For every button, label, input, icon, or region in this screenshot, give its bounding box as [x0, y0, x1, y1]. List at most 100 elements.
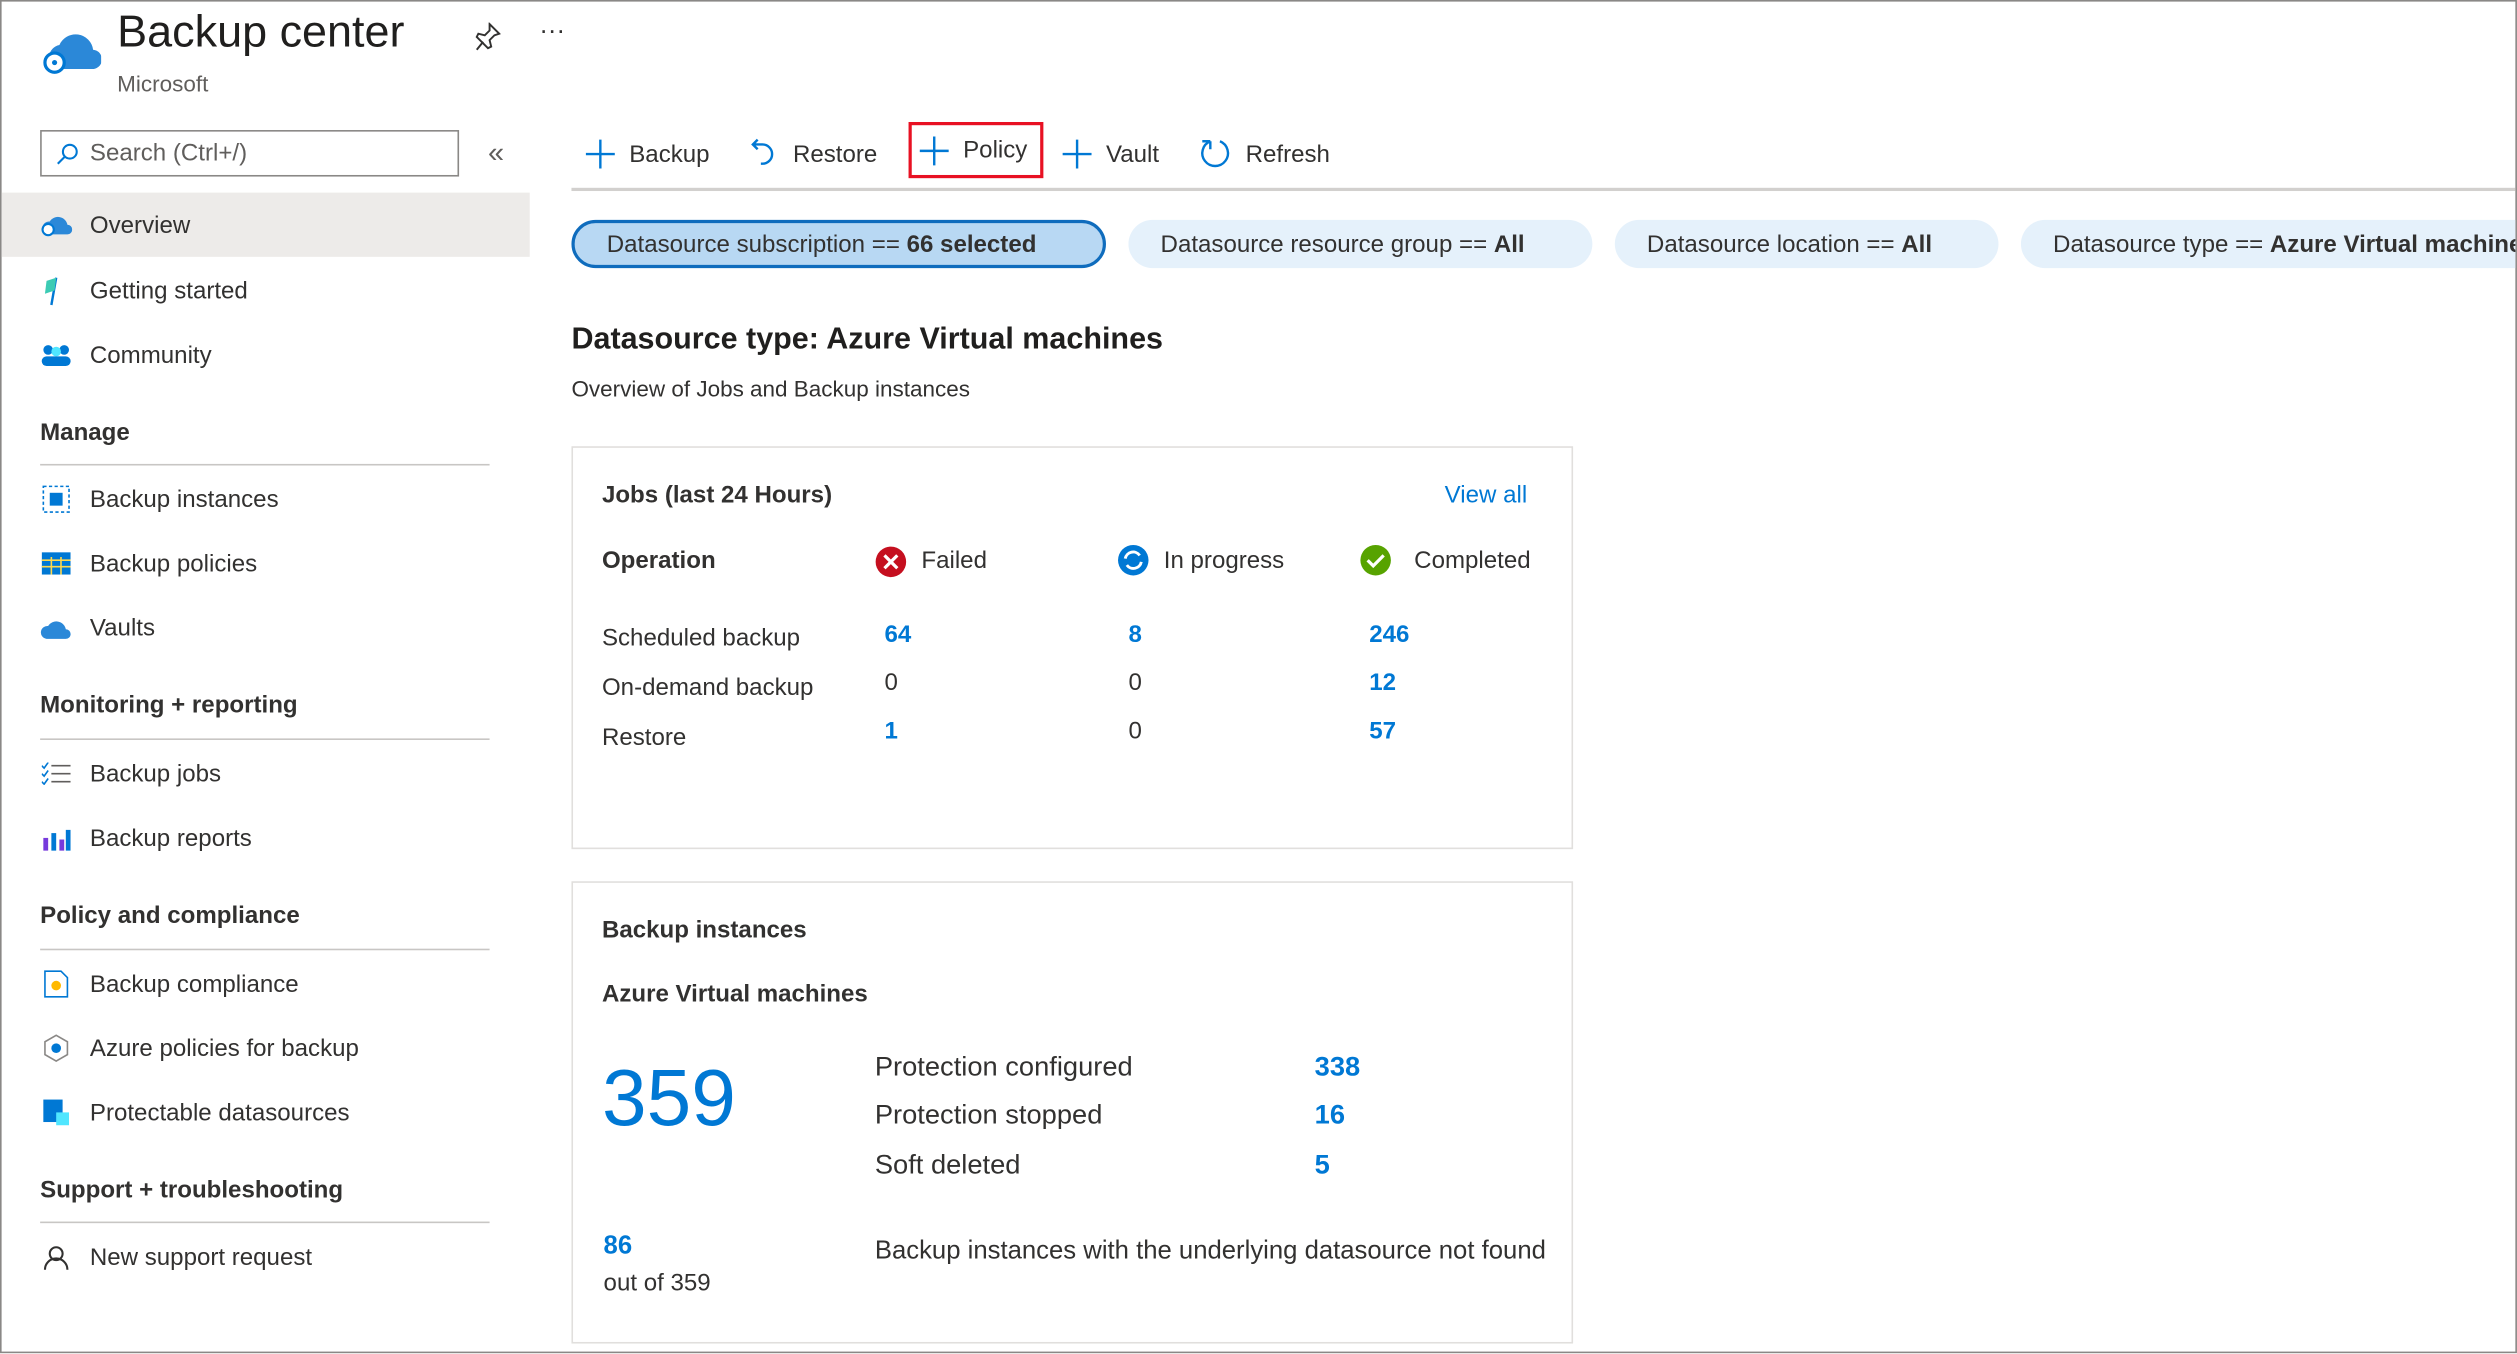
- divider: [40, 1221, 490, 1224]
- sidebar-item-getting-started[interactable]: Getting started: [2, 258, 530, 322]
- sidebar-item-label: New support request: [89, 1243, 313, 1271]
- stat-value[interactable]: 338: [1314, 1051, 1361, 1082]
- section-monitoring: Monitoring + reporting: [40, 691, 298, 720]
- sidebar-item-backup-policies[interactable]: Backup policies: [2, 531, 530, 595]
- reports-chart-icon: [40, 822, 72, 854]
- row-label: On-demand backup: [601, 674, 814, 702]
- filter-label: Datasource resource group ==: [1160, 230, 1488, 258]
- instances-title: Backup instances: [601, 916, 807, 944]
- filter-location[interactable]: Datasource location == All: [1614, 219, 1999, 269]
- sidebar-item-label: Backup policies: [89, 549, 258, 578]
- sidebar-item-overview[interactable]: Overview: [1, 192, 530, 257]
- stat-value[interactable]: 5: [1314, 1149, 1330, 1180]
- policy-label: Policy: [963, 136, 1028, 164]
- filter-value: All: [1901, 230, 1933, 258]
- sidebar-item-backup-instances[interactable]: Backup instances: [2, 467, 530, 531]
- sidebar-item-new-support-request[interactable]: New support request: [2, 1225, 530, 1289]
- backup-center-icon: [40, 209, 73, 241]
- filter-datasource-type[interactable]: Datasource type == Azure Virtual machine…: [2020, 219, 2516, 269]
- sidebar-item-label: Backup reports: [89, 824, 252, 852]
- notfound-label: Backup instances with the underlying dat…: [874, 1237, 1546, 1265]
- backup-center-logo-icon: [40, 24, 102, 82]
- sidebar-item-azure-policies[interactable]: Azure policies for backup: [2, 1016, 530, 1080]
- sidebar-item-label: Protectable datasources: [89, 1098, 350, 1127]
- sidebar-item-vaults[interactable]: Vaults: [2, 596, 530, 660]
- column-operation: Operation: [601, 547, 716, 575]
- page-subtitle: Microsoft: [117, 70, 209, 97]
- total-instances[interactable]: 359: [601, 1053, 736, 1143]
- policies-icon: [40, 547, 72, 579]
- plus-icon: [1061, 138, 1093, 170]
- sidebar-item-community[interactable]: Community: [2, 323, 530, 387]
- refresh-icon: [1197, 136, 1232, 171]
- column-completed: Completed: [1414, 547, 1531, 575]
- in-progress-count: 0: [1128, 669, 1142, 697]
- instances-subtitle: Azure Virtual machines: [601, 980, 868, 1009]
- undo-icon: [748, 136, 780, 171]
- in-progress-count[interactable]: 8: [1128, 621, 1142, 649]
- divider: [40, 463, 490, 466]
- more-options-button[interactable]: ···: [539, 17, 566, 45]
- sidebar-item-backup-reports[interactable]: Backup reports: [2, 806, 530, 870]
- sidebar-item-label: Azure policies for backup: [89, 1034, 359, 1062]
- failed-count[interactable]: 1: [884, 717, 898, 745]
- view-all-link[interactable]: View all: [1444, 481, 1528, 509]
- filter-subscription[interactable]: Datasource subscription == 66 selected: [571, 219, 1106, 269]
- search-placeholder: Search (Ctrl+/): [89, 139, 248, 167]
- jobs-title: Jobs (last 24 Hours): [601, 481, 833, 509]
- refresh-button[interactable]: Refresh: [1197, 130, 1330, 178]
- policy-button[interactable]: Policy: [908, 121, 1044, 179]
- failed-icon: [875, 546, 907, 578]
- vault-label: Vault: [1105, 140, 1160, 168]
- plus-icon: [918, 134, 950, 166]
- sidebar-item-backup-jobs[interactable]: Backup jobs: [2, 742, 530, 806]
- filter-value: 66 selected: [906, 230, 1037, 258]
- restore-button[interactable]: Restore: [748, 130, 877, 178]
- sidebar-item-protectable-datasources[interactable]: Protectable datasources: [2, 1080, 530, 1144]
- backup-instances-icon: [40, 483, 72, 515]
- backup-instances-card: [571, 881, 1574, 1344]
- in-progress-icon: [1117, 544, 1149, 576]
- toolbar-divider: [571, 187, 2516, 192]
- sidebar-item-label: Backup instances: [89, 485, 279, 513]
- filter-label: Datasource location ==: [1646, 230, 1895, 258]
- support-person-icon: [40, 1241, 72, 1273]
- notfound-count[interactable]: 86: [603, 1232, 633, 1261]
- azure-policy-icon: [40, 1032, 72, 1064]
- pin-icon[interactable]: [472, 21, 504, 53]
- stat-label: Protection stopped: [874, 1099, 1103, 1131]
- vault-button[interactable]: Vault: [1061, 130, 1159, 178]
- failed-count[interactable]: 64: [884, 621, 912, 649]
- column-in-progress: In progress: [1163, 547, 1285, 575]
- divider: [40, 948, 490, 951]
- sidebar-item-label: Getting started: [89, 276, 248, 305]
- sidebar-item-label: Overview: [89, 211, 191, 239]
- row-label: Scheduled backup: [601, 624, 801, 652]
- plus-icon: [584, 138, 616, 170]
- completed-count[interactable]: 57: [1369, 717, 1397, 745]
- notfound-of: out of 359: [603, 1269, 711, 1298]
- sidebar-item-label: Community: [89, 341, 212, 369]
- sidebar-item-backup-compliance[interactable]: Backup compliance: [2, 952, 530, 1016]
- completed-count[interactable]: 246: [1369, 621, 1410, 649]
- stat-value[interactable]: 16: [1314, 1099, 1346, 1131]
- column-failed: Failed: [921, 547, 987, 575]
- completed-icon: [1360, 544, 1392, 576]
- refresh-label: Refresh: [1245, 140, 1330, 168]
- completed-count[interactable]: 12: [1369, 669, 1397, 697]
- search-input[interactable]: Search (Ctrl+/): [40, 130, 460, 177]
- section-heading: Datasource type: Azure Virtual machines: [571, 322, 1163, 357]
- section-policy: Policy and compliance: [40, 902, 300, 930]
- search-icon: [55, 142, 81, 164]
- compliance-icon: [40, 968, 72, 1000]
- jobs-card: [571, 446, 1574, 850]
- filter-resource-group[interactable]: Datasource resource group == All: [1128, 219, 1593, 269]
- collapse-sidebar-button[interactable]: «: [487, 136, 505, 169]
- sidebar-item-label: Backup jobs: [89, 760, 222, 788]
- vault-icon: [40, 612, 72, 644]
- page-title: Backup center: [117, 6, 405, 57]
- backup-button[interactable]: Backup: [584, 130, 710, 178]
- divider: [40, 738, 490, 740]
- backup-label: Backup: [629, 140, 710, 168]
